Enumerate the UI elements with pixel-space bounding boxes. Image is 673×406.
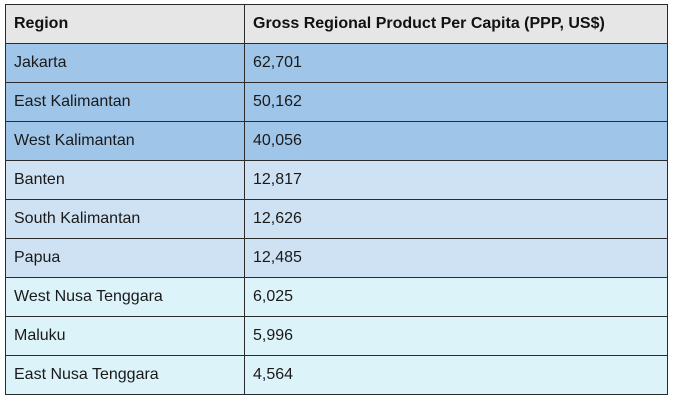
column-header-region: Region	[5, 4, 245, 44]
cell-gdp-value: 12,626	[244, 199, 668, 239]
cell-region: East Kalimantan	[5, 82, 245, 122]
cell-region: Jakarta	[5, 43, 245, 83]
table-row: South Kalimantan 12,626	[5, 199, 668, 239]
cell-gdp-value: 5,996	[244, 316, 668, 356]
cell-gdp-value: 4,564	[244, 355, 668, 395]
cell-region: West Kalimantan	[5, 121, 245, 161]
cell-gdp-value: 62,701	[244, 43, 668, 83]
cell-gdp-value: 12,817	[244, 160, 668, 200]
table-row: West Nusa Tenggara 6,025	[5, 277, 668, 317]
table-row: Papua 12,485	[5, 238, 668, 278]
table-row: Banten 12,817	[5, 160, 668, 200]
cell-region: Maluku	[5, 316, 245, 356]
table-row: Maluku 5,996	[5, 316, 668, 356]
table-row: West Kalimantan 40,056	[5, 121, 668, 161]
cell-region: South Kalimantan	[5, 199, 245, 239]
table-header-row: Region Gross Regional Product Per Capita…	[5, 4, 668, 44]
cell-gdp-value: 40,056	[244, 121, 668, 161]
table-row: East Nusa Tenggara 4,564	[5, 355, 668, 395]
cell-region: Banten	[5, 160, 245, 200]
table-body: Jakarta 62,701 East Kalimantan 50,162 West K…	[5, 43, 668, 395]
column-header-gdp-per-capita: Gross Regional Product Per Capita (PPP, …	[244, 4, 668, 44]
cell-gdp-value: 50,162	[244, 82, 668, 122]
cell-gdp-value: 6,025	[244, 277, 668, 317]
table-row: Jakarta 62,701	[5, 43, 668, 83]
cell-region: East Nusa Tenggara	[5, 355, 245, 395]
data-table-container: Region Gross Regional Product Per Capita…	[5, 4, 668, 395]
table-row: East Kalimantan 50,162	[5, 82, 668, 122]
gdp-per-capita-table: Region Gross Regional Product Per Capita…	[5, 4, 668, 395]
cell-region: Papua	[5, 238, 245, 278]
cell-gdp-value: 12,485	[244, 238, 668, 278]
cell-region: West Nusa Tenggara	[5, 277, 245, 317]
